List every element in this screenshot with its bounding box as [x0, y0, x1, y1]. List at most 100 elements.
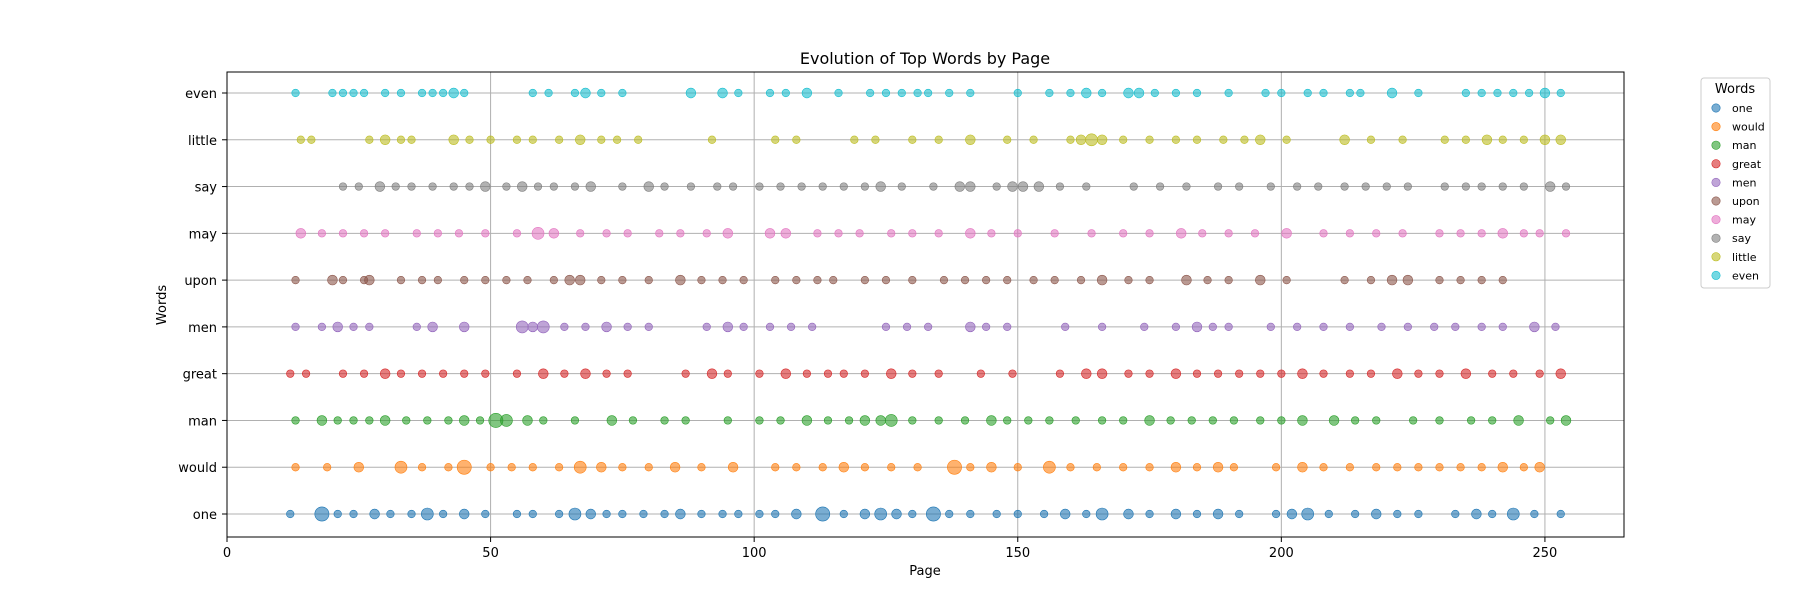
point-say [449, 182, 458, 191]
point-one [1123, 508, 1134, 520]
point-would [644, 463, 653, 472]
point-say [502, 182, 511, 191]
y-tick-label-men: men [188, 321, 217, 336]
point-man [1488, 416, 1497, 425]
point-little [771, 135, 780, 144]
point-would [1477, 463, 1486, 472]
point-man [606, 415, 618, 426]
point-great [681, 369, 690, 378]
point-men [515, 320, 529, 334]
point-would [444, 463, 453, 472]
point-say [1340, 182, 1349, 191]
point-great [538, 368, 549, 379]
x-tick-label: 250 [1533, 546, 1558, 561]
point-man [755, 416, 764, 425]
x-tick-label: 200 [1269, 546, 1294, 561]
point-upon [739, 276, 748, 285]
point-one [1301, 507, 1314, 521]
point-even [734, 88, 743, 98]
legend-marker-would [1711, 122, 1721, 132]
point-may [1224, 229, 1233, 238]
point-say [1055, 182, 1065, 191]
point-man [801, 415, 813, 426]
point-even [685, 87, 697, 99]
y-tick-label-would: would [178, 461, 217, 476]
point-say [1182, 182, 1191, 191]
point-even [291, 88, 300, 98]
point-little [1440, 135, 1449, 144]
point-little [850, 135, 859, 144]
point-great [802, 369, 811, 378]
point-would [1456, 463, 1465, 472]
point-man [1144, 415, 1155, 426]
point-one [1192, 509, 1202, 519]
x-tick-label: 50 [482, 546, 499, 561]
point-men [1551, 322, 1560, 331]
y-tick-label-little: little [188, 134, 217, 149]
point-upon [1340, 276, 1349, 285]
point-would [1497, 462, 1508, 473]
point-men [902, 322, 912, 331]
point-men [765, 322, 775, 331]
point-even [881, 88, 891, 98]
point-men [332, 321, 343, 333]
point-men [1003, 322, 1012, 331]
point-little [1219, 135, 1228, 144]
point-man [1071, 416, 1080, 425]
point-even [717, 87, 728, 99]
point-even [349, 88, 358, 98]
point-may [855, 229, 864, 238]
point-would [394, 460, 408, 474]
point-say [1129, 182, 1138, 191]
point-man [500, 414, 513, 427]
point-upon [417, 276, 427, 285]
point-great [512, 369, 522, 378]
point-one [718, 509, 727, 519]
point-great [301, 369, 311, 378]
legend-marker-say [1711, 233, 1721, 243]
point-would [1092, 463, 1101, 472]
point-say [1017, 181, 1029, 192]
point-upon [960, 276, 970, 285]
point-even [544, 88, 553, 98]
point-little [871, 135, 880, 144]
point-little [555, 135, 564, 144]
point-upon [1124, 276, 1133, 285]
point-even [1081, 87, 1092, 99]
point-would [1013, 463, 1022, 472]
point-would [1192, 463, 1202, 472]
point-great [1319, 369, 1328, 378]
point-men [808, 322, 817, 331]
point-even [448, 87, 459, 99]
point-one [1506, 507, 1520, 521]
point-even [396, 88, 406, 98]
point-even [1224, 88, 1233, 98]
point-one [1451, 509, 1460, 519]
point-men [1224, 322, 1233, 331]
point-may [317, 229, 326, 238]
legend-label-men: men [1732, 176, 1756, 189]
point-little [365, 135, 374, 144]
point-great [1277, 369, 1286, 378]
point-say [374, 181, 386, 192]
point-little [1096, 134, 1108, 145]
point-may [934, 229, 943, 238]
point-man [316, 415, 328, 426]
point-upon [1282, 276, 1291, 285]
point-upon [433, 276, 442, 285]
point-great [1096, 368, 1108, 379]
point-even [597, 88, 606, 98]
point-great [886, 368, 897, 379]
point-may [780, 228, 791, 239]
point-one [874, 507, 887, 521]
point-man [1208, 416, 1217, 425]
point-may [1345, 229, 1354, 238]
legend-label-would: would [1732, 121, 1765, 134]
point-one [908, 509, 917, 519]
point-say [1544, 181, 1556, 192]
point-little [307, 135, 316, 144]
point-upon [327, 274, 338, 286]
legend-marker-may [1711, 215, 1721, 225]
point-men [365, 322, 374, 331]
point-one [1393, 509, 1402, 519]
